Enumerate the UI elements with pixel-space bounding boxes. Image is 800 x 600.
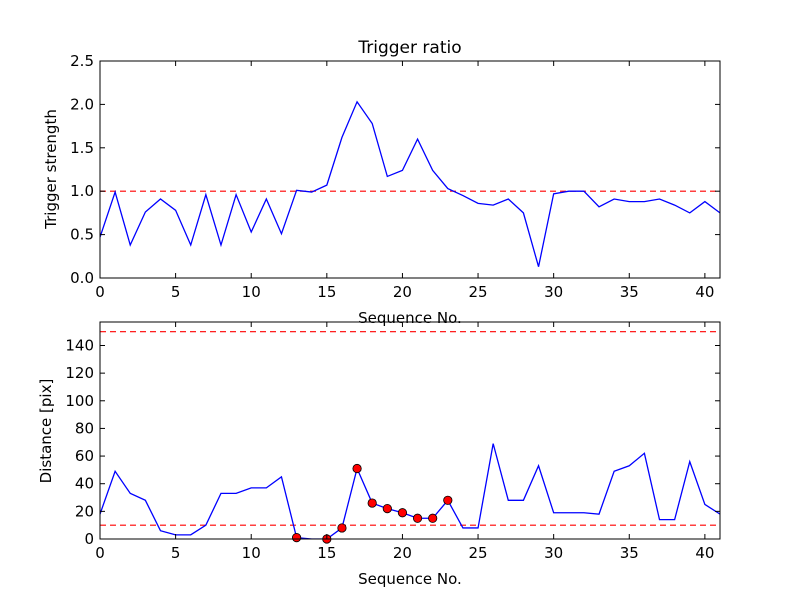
- data-point-marker: [367, 498, 377, 508]
- data-point-marker: [291, 533, 302, 543]
- x-tick-label: 10: [242, 544, 261, 562]
- plot-area: [100, 331, 720, 539]
- x-tick-label: 35: [620, 283, 639, 301]
- y-tick-label: 80: [75, 419, 94, 437]
- x-tick-label: 40: [695, 283, 714, 301]
- y-tick-label: 0.0: [70, 269, 94, 287]
- x-tick-label: 40: [695, 544, 714, 562]
- x-tick-label: 35: [620, 544, 639, 562]
- data-point-marker: [337, 523, 347, 533]
- series-line: [100, 100, 720, 267]
- x-tick-label: 0: [95, 283, 105, 301]
- data-point-marker: [352, 463, 362, 474]
- y-tick-label: 1.5: [70, 139, 94, 157]
- x-tick-label: 25: [469, 283, 488, 301]
- y-tick-label: 2.5: [70, 52, 94, 70]
- trigger-ratio-panel: Trigger ratio Sequence No. Trigger stren…: [42, 38, 721, 327]
- x-tick-label: 20: [393, 544, 412, 562]
- data-point-marker: [443, 495, 453, 505]
- y-axis-label: Distance [pix]: [37, 379, 55, 484]
- y-tick-label: 1.0: [70, 182, 94, 200]
- x-tick-label: 5: [171, 283, 181, 301]
- axes-frame: [99, 321, 721, 540]
- y-tick-label: 100: [65, 392, 94, 410]
- x-tick-label: 15: [317, 283, 336, 301]
- x-axis-label: Sequence No.: [358, 309, 462, 327]
- y-tick-label: 60: [75, 447, 94, 465]
- y-tick-label: 0.5: [70, 226, 94, 244]
- plot-area: [100, 100, 720, 267]
- data-point-marker: [412, 513, 423, 523]
- x-tick-label: 30: [544, 283, 563, 301]
- distance-panel: Sequence No. Distance [pix] 0 5 10 15 20 25 30…: [37, 321, 721, 588]
- x-tick-label: 15: [317, 544, 336, 562]
- series-line: [100, 443, 720, 539]
- y-tick-label: 120: [65, 364, 94, 382]
- x-tick-label: 0: [95, 544, 105, 562]
- x-tick-label: 5: [171, 544, 181, 562]
- x-tick-label: 10: [242, 283, 261, 301]
- y-tick-label: 20: [75, 502, 94, 520]
- chart-title: Trigger ratio: [357, 38, 461, 58]
- data-point-marker: [382, 503, 392, 514]
- x-tick-label: 20: [393, 283, 412, 301]
- data-point-marker: [428, 513, 438, 523]
- x-axis-label: Sequence No.: [358, 570, 462, 588]
- x-tick-label: 25: [469, 544, 488, 562]
- data-point-marker: [397, 508, 408, 518]
- axes-frame: [99, 60, 721, 279]
- y-tick-label: 2.0: [70, 95, 94, 113]
- y-tick-label: 140: [65, 336, 94, 354]
- y-tick-label: 0: [84, 530, 94, 548]
- y-axis-label: Trigger strength: [42, 109, 60, 230]
- x-tick-label: 30: [544, 544, 563, 562]
- y-tick-label: 40: [75, 475, 94, 493]
